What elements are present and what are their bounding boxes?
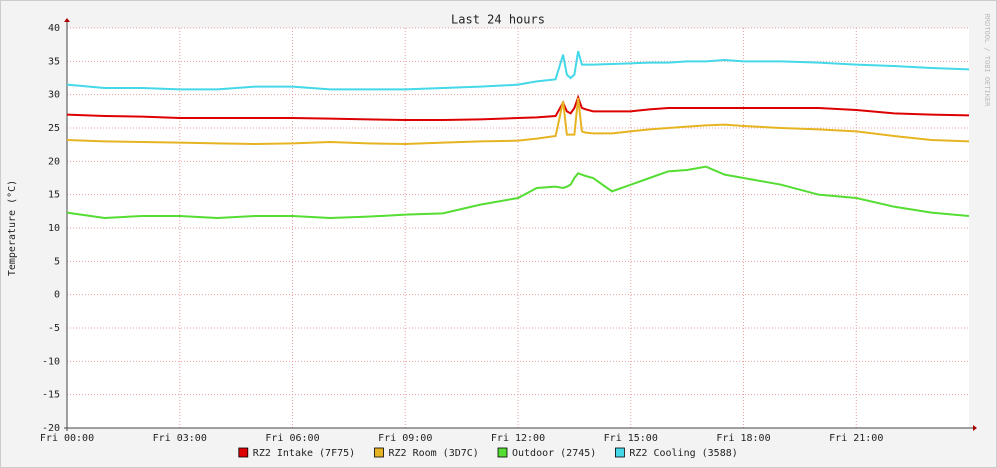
series-line — [66, 94, 970, 121]
x-tick-label: Fri 15:00 — [604, 433, 658, 444]
x-tick-label: Fri 03:00 — [153, 433, 207, 444]
x-tick-label: Fri 18:00 — [716, 433, 770, 444]
watermark: RRDTOOL / TOBI OETIKER — [983, 14, 991, 108]
axis-arrow — [64, 18, 70, 22]
legend-label: RZ2 Cooling (3588) — [629, 448, 737, 459]
y-tick-label: -15 — [42, 390, 60, 401]
legend-swatch — [374, 447, 384, 458]
x-tick-label: Fri 06:00 — [265, 433, 319, 444]
x-tick-label: Fri 09:00 — [378, 433, 432, 444]
legend-swatch — [238, 447, 249, 458]
series-line — [66, 97, 970, 146]
x-tick-label: Fri 12:00 — [491, 433, 545, 444]
legend-swatch — [615, 447, 625, 458]
y-tick-label: 10 — [48, 223, 60, 234]
series-line — [66, 51, 970, 91]
y-tick-label: 15 — [48, 190, 60, 201]
y-tick-label: -10 — [42, 356, 60, 367]
axis-arrow — [973, 425, 977, 431]
y-tick-label: 25 — [48, 123, 60, 134]
y-tick-label: -5 — [48, 323, 60, 334]
legend-label: RZ2 Intake (7F75) — [253, 448, 355, 459]
y-tick-label: 35 — [48, 56, 60, 67]
y-axis-label: Temperature (°C) — [7, 180, 18, 276]
chart-title: Last 24 hours — [451, 13, 545, 27]
legend-swatch — [497, 447, 508, 458]
y-tick-label: 20 — [48, 156, 60, 167]
legend-label: Outdoor (2745) — [512, 448, 596, 459]
y-tick-label: -20 — [42, 423, 60, 434]
series-line — [66, 165, 970, 220]
x-tick-label: Fri 00:00 — [40, 433, 94, 444]
y-tick-label: 5 — [54, 256, 60, 267]
y-tick-label: 40 — [48, 23, 60, 34]
y-tick-label: 0 — [54, 290, 60, 301]
legend-label: RZ2 Room (3D7C) — [389, 448, 479, 459]
y-tick-label: 30 — [48, 90, 60, 101]
x-tick-label: Fri 21:00 — [829, 433, 883, 444]
